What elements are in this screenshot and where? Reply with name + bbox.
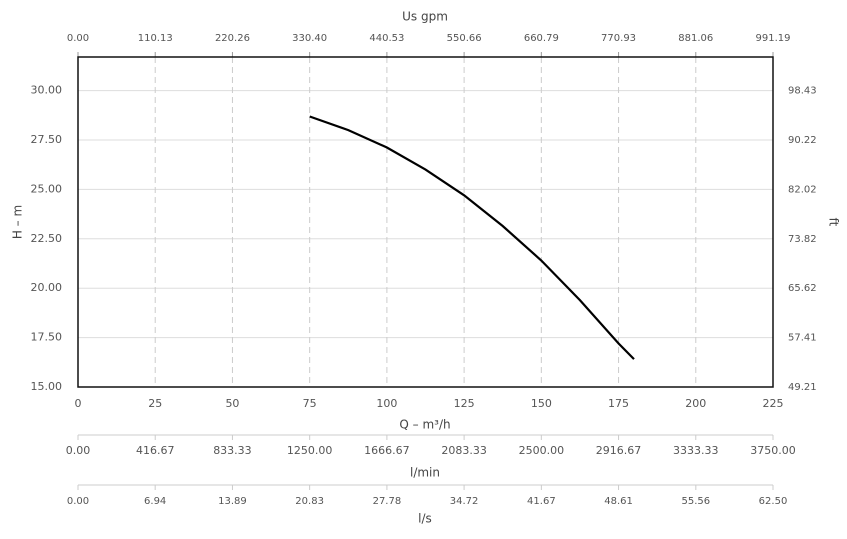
top-tick-label: 220.26 [215, 33, 250, 44]
top-tick-label: 440.53 [369, 33, 404, 44]
top-tick-label: 881.06 [678, 33, 713, 44]
x-axis-title: Q – m³/h [399, 418, 450, 432]
bottom-tick-label: 416.67 [136, 444, 175, 457]
top-tick-label: 0.00 [67, 33, 89, 44]
top-tick-label: 550.66 [447, 33, 482, 44]
top-tick-label: 110.13 [138, 33, 173, 44]
top-tick-label: 991.19 [756, 33, 791, 44]
x-tick-label: 125 [454, 397, 475, 410]
y2-tick-label: 57.41 [788, 333, 817, 344]
curve [309, 115, 635, 360]
bottom-tick-label: 1250.00 [287, 444, 333, 457]
bottom-tick-label: 833.33 [213, 444, 252, 457]
top-tick-label: 330.40 [292, 33, 327, 44]
x-tick-label: 50 [225, 397, 239, 410]
y2-tick-label: 98.43 [788, 86, 817, 97]
x-tick-label: 0 [75, 397, 82, 410]
x-tick-label: 100 [376, 397, 397, 410]
x-tick-label: 175 [608, 397, 629, 410]
x-tick-label: 225 [763, 397, 784, 410]
plot-border [77, 56, 774, 388]
bottom-tick-label: 3333.33 [673, 444, 719, 457]
y2-tick-label: 82.02 [788, 184, 817, 195]
bottom-tick-label: 2083.33 [441, 444, 487, 457]
ls-axis-title: l/s [418, 512, 432, 526]
y2-tick-label: 49.21 [788, 382, 817, 393]
top-tick-label: 660.79 [524, 33, 559, 44]
y-tick-label: 17.50 [31, 331, 63, 344]
y-tick-label: 25.00 [31, 182, 63, 195]
x-tick-label: 150 [531, 397, 552, 410]
y-tick-label: 30.00 [31, 84, 63, 97]
lmin-axis-title: l/min [410, 466, 440, 480]
bottom-tick-label: 34.72 [450, 496, 479, 507]
y-axis-title: H – m [11, 205, 25, 239]
bottom-tick-label: 2916.67 [596, 444, 642, 457]
bottom-tick-label: 20.83 [295, 496, 324, 507]
y-tick-label: 22.50 [31, 232, 63, 245]
bottom-tick-label: 62.50 [759, 496, 788, 507]
y2-tick-label: 90.22 [788, 135, 817, 146]
y-tick-label: 15.00 [31, 380, 63, 393]
bottom-tick-label: 1666.67 [364, 444, 410, 457]
top-axis-title: Us gpm [402, 10, 448, 24]
y-tick-label: 20.00 [31, 281, 63, 294]
x-tick-label: 25 [148, 397, 162, 410]
bottom-tick-label: 3750.00 [750, 444, 796, 457]
y2-tick-label: 65.62 [788, 283, 817, 294]
bottom-tick-label: 2500.00 [519, 444, 565, 457]
bottom-tick-label: 27.78 [373, 496, 402, 507]
y2-tick-label: 73.82 [788, 234, 817, 245]
bottom-tick-label: 55.56 [682, 496, 711, 507]
top-tick-label: 770.93 [601, 33, 636, 44]
bottom-tick-label: 41.67 [527, 496, 556, 507]
bottom-tick-label: 0.00 [66, 444, 91, 457]
bottom-tick-label: 0.00 [67, 496, 89, 507]
y-tick-label: 27.50 [31, 133, 63, 146]
bottom-tick-label: 13.89 [218, 496, 247, 507]
y2-axis-title: ft [827, 218, 841, 227]
x-tick-label: 75 [303, 397, 317, 410]
bottom-tick-label: 6.94 [144, 496, 166, 507]
x-tick-label: 200 [685, 397, 706, 410]
bottom-tick-label: 48.61 [604, 496, 633, 507]
